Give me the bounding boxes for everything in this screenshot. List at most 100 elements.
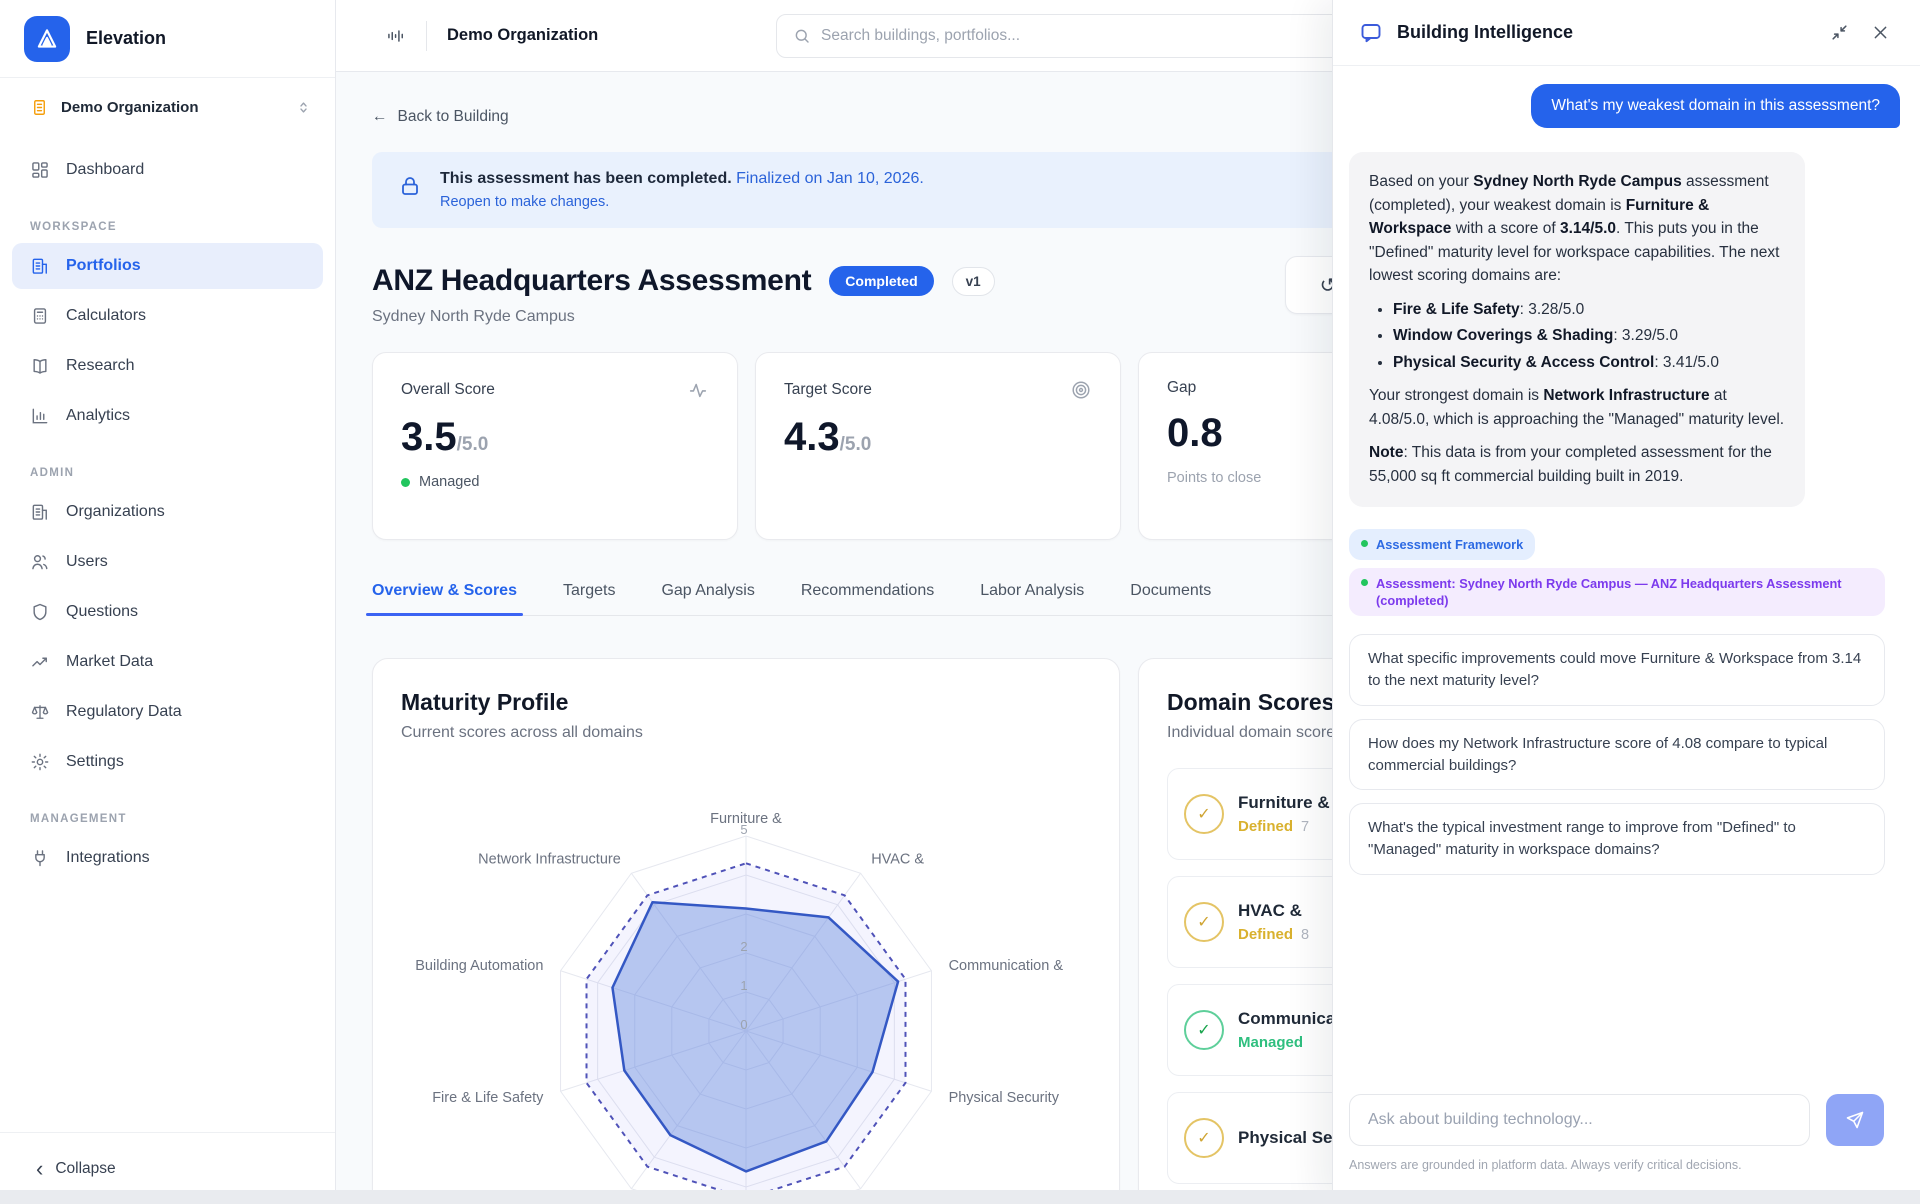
organization-icon [30, 502, 50, 522]
svg-text:Network Infrastructure: Network Infrastructure [478, 852, 621, 868]
tab-recommendations[interactable]: Recommendations [801, 582, 934, 615]
chat-disclaimer: Answers are grounded in platform data. A… [1349, 1158, 1742, 1172]
org-selector-label: Demo Organization [61, 99, 284, 116]
tab-gap-analysis[interactable]: Gap Analysis [661, 582, 754, 615]
banner-finalized-text: Finalized on Jan 10, 2026. [736, 170, 924, 187]
sidebar-item-users[interactable]: Users [12, 539, 323, 585]
page-title: ANZ Headquarters Assessment [372, 264, 811, 298]
svg-text:2: 2 [740, 939, 747, 954]
sidebar-item-label: Calculators [66, 307, 146, 325]
sidebar-item-questions[interactable]: Questions [12, 589, 323, 635]
sidebar-item-analytics[interactable]: Analytics [12, 393, 323, 439]
svg-text:Building Automation: Building Automation [415, 958, 543, 974]
sidebar-item-portfolios[interactable]: Portfolios [12, 243, 323, 289]
maturity-card-title: Maturity Profile [401, 689, 1119, 716]
gap-value: 0.8 [1167, 411, 1223, 455]
target-icon [1070, 379, 1092, 401]
sidebar-item-label: Questions [66, 603, 138, 621]
maturity-card-subtitle: Current scores across all domains [401, 724, 1119, 742]
svg-text:0: 0 [740, 1017, 747, 1032]
scales-icon [30, 702, 50, 722]
reopen-link[interactable]: Reopen to make changes. [440, 194, 924, 210]
card-label: Gap [1167, 379, 1196, 397]
arrow-left-icon: ← [372, 108, 388, 126]
sidebar-item-label: Market Data [66, 653, 153, 671]
back-to-building-link[interactable]: ← Back to Building [372, 108, 509, 126]
source-badge-framework[interactable]: Assessment Framework [1349, 529, 1535, 560]
sidebar-item-label: Organizations [66, 503, 165, 521]
org-selector[interactable]: Demo Organization [0, 78, 335, 123]
close-icon[interactable] [1867, 19, 1894, 46]
waveform-icon[interactable] [386, 26, 406, 46]
calculator-icon [30, 306, 50, 326]
sidebar-section-admin: ADMIN [30, 467, 335, 479]
elevation-logo-icon [24, 16, 70, 62]
sidebar-item-integrations[interactable]: Integrations [12, 835, 323, 881]
target-score-card: Target Score 4.3/5.0 [755, 352, 1121, 540]
banner-text: This assessment has been completed. [440, 170, 732, 187]
target-score-value: 4.3 [784, 415, 840, 459]
green-dot-icon [1361, 579, 1368, 586]
source-badge-assessment[interactable]: Assessment: Sydney North Ryde Campus — A… [1349, 568, 1885, 617]
check-circle-icon: ✓ [1184, 1118, 1224, 1158]
chevron-left-icon: ‹ [36, 1158, 43, 1180]
user-message: What's my weakest domain in this assessm… [1531, 84, 1900, 128]
svg-text:1: 1 [740, 978, 747, 993]
book-icon [30, 356, 50, 376]
card-label: Overall Score [401, 381, 495, 399]
sidebar: Elevation Demo Organization Dashboard WO… [0, 0, 336, 1204]
status-dot [401, 478, 410, 487]
ai-message-bullets: Fire & Life Safety: 3.28/5.0 Window Cove… [1369, 298, 1785, 375]
chat-input-row [1349, 1094, 1884, 1146]
suggested-questions: What specific improvements could move Fu… [1349, 634, 1904, 875]
svg-text:HVAC &: HVAC & [871, 852, 924, 868]
building-intelligence-panel: Building Intelligence What's my weakest … [1332, 0, 1920, 1204]
global-search[interactable] [776, 14, 1416, 58]
org-building-icon [30, 98, 49, 117]
ai-message: Based on your Sydney North Ryde Campus a… [1349, 152, 1805, 507]
send-button[interactable] [1826, 1094, 1884, 1146]
suggestion-button[interactable]: What's the typical investment range to i… [1349, 803, 1885, 875]
search-input[interactable] [821, 27, 1399, 45]
app-name: Elevation [86, 28, 166, 49]
bar-chart-icon [30, 406, 50, 426]
sidebar-item-research[interactable]: Research [12, 343, 323, 389]
trending-up-icon [30, 652, 50, 672]
sidebar-item-label: Dashboard [66, 161, 144, 179]
tab-labor-analysis[interactable]: Labor Analysis [980, 582, 1084, 615]
portfolios-icon [30, 256, 50, 276]
gear-icon [30, 752, 50, 772]
sidebar-item-label: Research [66, 357, 134, 375]
sidebar-item-settings[interactable]: Settings [12, 739, 323, 785]
maturity-profile-card: Maturity Profile Current scores across a… [372, 658, 1120, 1204]
tab-documents[interactable]: Documents [1130, 582, 1211, 615]
sidebar-item-organizations[interactable]: Organizations [12, 489, 323, 535]
maturity-radar-chart: 0125Furniture &HVAC &Communication &Phys… [373, 768, 1120, 1204]
sidebar-item-market-data[interactable]: Market Data [12, 639, 323, 685]
app-logo-row: Elevation [0, 0, 335, 78]
divider [426, 21, 427, 51]
svg-text:Fire & Life Safety: Fire & Life Safety [432, 1090, 544, 1106]
sidebar-item-label: Regulatory Data [66, 703, 182, 721]
sidebar-item-label: Users [66, 553, 108, 571]
suggestion-button[interactable]: What specific improvements could move Fu… [1349, 634, 1885, 706]
chat-header: Building Intelligence [1333, 0, 1920, 66]
chat-input[interactable] [1349, 1094, 1810, 1146]
green-dot-icon [1361, 540, 1368, 547]
sidebar-item-label: Settings [66, 753, 124, 771]
bottom-edge-strip [0, 1190, 1920, 1204]
sidebar-item-regulatory-data[interactable]: Regulatory Data [12, 689, 323, 735]
chevron-updown-icon [296, 100, 311, 115]
minimize-icon[interactable] [1826, 19, 1853, 46]
suggestion-button[interactable]: How does my Network Infrastructure score… [1349, 719, 1885, 791]
check-circle-icon: ✓ [1184, 902, 1224, 942]
sidebar-item-dashboard[interactable]: Dashboard [12, 147, 323, 193]
sidebar-item-calculators[interactable]: Calculators [12, 293, 323, 339]
paper-plane-icon [1845, 1110, 1865, 1130]
tab-overview-scores[interactable]: Overview & Scores [372, 582, 517, 615]
tab-targets[interactable]: Targets [563, 582, 615, 615]
card-label: Target Score [784, 381, 872, 399]
overall-score-card: Overall Score 3.5/5.0 Managed [372, 352, 738, 540]
sidebar-item-label: Integrations [66, 849, 150, 867]
lock-icon [398, 174, 422, 198]
